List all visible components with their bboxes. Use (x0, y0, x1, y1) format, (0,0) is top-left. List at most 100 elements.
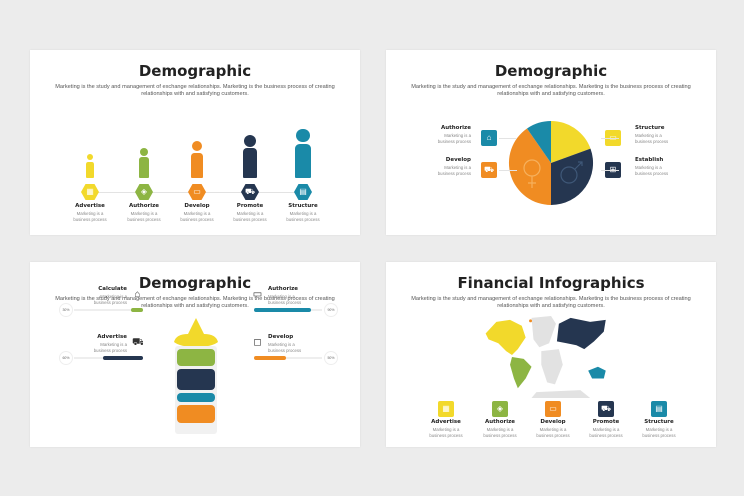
cart-icon: ⛟ (241, 184, 259, 200)
item-description: Marketing is a business process (93, 342, 127, 353)
slide-title: Demographic (138, 274, 252, 292)
item-description: Marketing is a business process (589, 427, 623, 438)
progress-fill (254, 356, 286, 360)
item-label: Promote (236, 203, 264, 209)
item-description: Marketing is a business process (437, 133, 471, 144)
item-label: Structure (635, 125, 665, 131)
store-icon: ⌂ (134, 289, 141, 300)
item-label: Develop (540, 419, 566, 425)
bag-icon: ◻ (253, 337, 262, 348)
person-head (86, 153, 94, 161)
north-america (485, 319, 526, 356)
slide-title: Financial Infographics (457, 274, 645, 292)
progress-fill (103, 356, 143, 360)
item-label: Advertise (97, 334, 127, 340)
item-label: Develop (184, 203, 210, 209)
item-label: Structure (644, 419, 674, 425)
person-head (139, 147, 149, 156)
item-label: Authorize (484, 419, 516, 425)
item-label: Advertise (431, 419, 461, 425)
item-description: Marketing is a business process (268, 294, 302, 305)
australia (588, 366, 606, 379)
wallet-icon: ▤ (651, 401, 667, 417)
stacked-bottle (174, 318, 218, 434)
item-description: Marketing is a business process (483, 427, 517, 438)
slide-demographic-people[interactable]: Demographic Marketing is the study and m… (30, 50, 360, 235)
item-label: Promote (592, 419, 620, 425)
person-figure-structure (294, 143, 312, 178)
item-label: Calculate (98, 286, 127, 292)
item-label: Authorize (128, 203, 160, 209)
marker (529, 319, 533, 323)
item-label: Establish (635, 157, 664, 163)
item-label: Authorize (440, 125, 471, 131)
item-description: Marketing is a business process (429, 427, 463, 438)
cart-icon: ⛟ (598, 401, 614, 417)
progress-track (74, 309, 143, 311)
slide-demographic-progress[interactable]: Demographic Marketing is the study and m… (30, 262, 360, 447)
item-description: Marketing is a business process (127, 211, 161, 222)
pie-slice-yellow (551, 120, 591, 163)
store-icon: ⌂ (481, 130, 497, 146)
item-description: Marketing is a business process (635, 133, 669, 144)
pie-slice-teal (527, 120, 551, 163)
slide-demographic-pie[interactable]: Demographic Marketing is the study and m… (386, 50, 716, 235)
slide-description: Marketing is the study and management of… (411, 296, 691, 310)
truck-icon: ⛟ (481, 162, 497, 178)
pie-slice-orange (508, 128, 551, 206)
gender-pie (508, 120, 594, 206)
world-map (485, 315, 606, 398)
item-description: Marketing is a business process (233, 211, 267, 222)
item-description: Marketing is a business process (268, 342, 302, 353)
percent-badge: 30% (59, 303, 73, 317)
connector-line (499, 170, 517, 171)
item-label: Develop (445, 157, 471, 163)
person-head (296, 128, 310, 143)
progress-fill (254, 308, 311, 312)
item-description: Marketing is a business process (286, 211, 320, 222)
percent-badge: 50% (324, 351, 338, 365)
item-description: Marketing is a business process (635, 165, 669, 176)
calendar-icon: ▦ (81, 184, 99, 200)
item-description: Marketing is a business process (73, 211, 107, 222)
south-america (510, 356, 532, 389)
truck-icon: ⛟ (132, 337, 143, 348)
item-label: Authorize (268, 286, 299, 292)
person-head (244, 135, 256, 147)
connector-line (601, 170, 619, 171)
person-figure-develop (191, 152, 203, 178)
progress-track (254, 357, 322, 359)
person-figure-authorize (139, 157, 149, 178)
item-description: Marketing is a business process (536, 427, 570, 438)
calendar-icon: ▦ (438, 401, 454, 417)
slide-title: Demographic (494, 62, 608, 80)
money-icon: ▭ (545, 401, 561, 417)
person-head (191, 141, 203, 152)
female-icon (523, 159, 541, 188)
slide-description: Marketing is the study and management of… (55, 296, 335, 310)
tag-icon: ◈ (492, 401, 508, 417)
item-description: Marketing is a business process (180, 211, 214, 222)
slide-description: Marketing is the study and management of… (411, 84, 691, 98)
item-description: Marketing is a business process (642, 427, 676, 438)
male-icon (560, 161, 583, 184)
connector-line (499, 138, 517, 139)
card-icon: ▭ (252, 289, 263, 300)
slide-title: Demographic (138, 62, 252, 80)
item-description: Marketing is a business process (437, 165, 471, 176)
item-label: Structure (288, 203, 318, 209)
person-figure-advertise (86, 161, 94, 178)
connector-line (601, 138, 619, 139)
slide-financial-map[interactable]: Financial Infographics Marketing is the … (386, 262, 716, 447)
person-figure-promote (243, 148, 257, 178)
wallet-icon: ▤ (294, 184, 312, 200)
item-label: Develop (268, 334, 294, 340)
percent-badge: 60% (59, 351, 73, 365)
slide-description: Marketing is the study and management of… (55, 84, 335, 98)
tag-icon: ◈ (135, 184, 153, 200)
progress-fill (130, 308, 143, 312)
percent-badge: 90% (324, 303, 338, 317)
item-label: Advertise (75, 203, 105, 209)
asia (556, 317, 606, 350)
money-icon: ▭ (188, 184, 206, 200)
